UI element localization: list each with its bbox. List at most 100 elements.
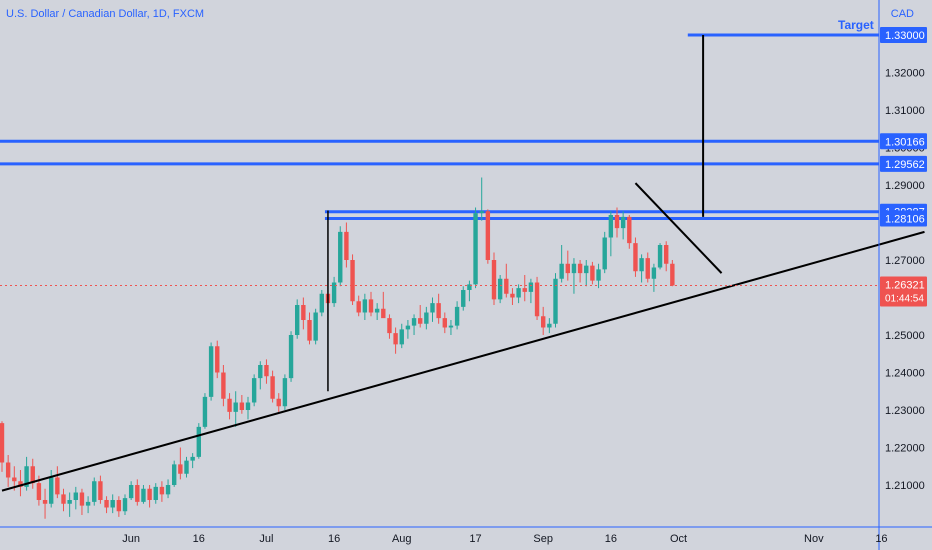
candle-body <box>258 365 263 379</box>
candle-body <box>135 485 140 502</box>
y-tick-label: 1.24000 <box>885 368 925 380</box>
candle-body <box>239 402 245 410</box>
level-price-tag <box>880 155 927 172</box>
x-tick-label: Nov <box>804 533 824 545</box>
candle-body <box>374 308 380 313</box>
candle-body <box>36 483 42 500</box>
candle-body <box>30 466 35 484</box>
candle-body <box>5 462 11 478</box>
candle-body <box>18 481 23 487</box>
descending-resistance-line <box>634 182 723 274</box>
candle-body <box>61 494 66 504</box>
countdown-value: 01:44:54 <box>885 293 924 304</box>
candle-body <box>571 263 577 274</box>
candle-body <box>424 312 429 324</box>
candle-body <box>645 258 650 279</box>
candle-body <box>221 372 226 399</box>
candle-body <box>461 290 466 307</box>
candle-body <box>141 488 146 502</box>
trend-lines <box>1 35 925 492</box>
candle-body <box>448 325 454 328</box>
candle-body <box>307 320 312 341</box>
candle-body <box>430 303 435 313</box>
candle-body <box>331 282 337 304</box>
level-price-tag-text: 1.28106 <box>885 214 925 226</box>
candle-body <box>454 306 460 326</box>
ascending-support-line <box>1 230 925 492</box>
level-price-tag <box>880 133 927 150</box>
candle-body <box>104 500 109 508</box>
candle-body <box>657 245 663 268</box>
candle-body <box>473 213 478 285</box>
candle-body <box>245 402 251 410</box>
current-price-tag <box>880 276 927 307</box>
x-tick-label: 16 <box>328 533 340 545</box>
candle-body <box>110 500 115 508</box>
candle-body <box>596 269 601 281</box>
candle-body <box>264 365 269 377</box>
y-tick-label: 1.22000 <box>885 443 925 455</box>
candle-body <box>215 346 220 373</box>
level-price-tag <box>880 210 927 227</box>
candle-body <box>24 466 29 487</box>
candle-body <box>270 376 275 399</box>
candle-body <box>49 477 54 504</box>
candle-body <box>510 293 515 298</box>
level-price-tag-text: 1.29562 <box>885 159 925 171</box>
horizontal-levels <box>0 33 879 221</box>
candle-body <box>295 305 300 335</box>
candle-body <box>128 485 134 499</box>
candle-body <box>516 288 521 298</box>
candle-body <box>313 312 318 341</box>
candle-body <box>393 333 398 345</box>
candle-body <box>172 464 177 485</box>
candle-body <box>479 211 484 214</box>
candle-body <box>368 299 374 313</box>
y-tick-label: 1.29000 <box>885 180 925 192</box>
candle-body <box>553 278 558 324</box>
candle-body <box>418 318 423 324</box>
x-tick-label: Oct <box>670 533 687 545</box>
x-tick-label: 16 <box>193 533 205 545</box>
candle-body <box>620 216 626 229</box>
y-tick-label: 1.31000 <box>885 105 925 117</box>
candle-body <box>577 263 583 274</box>
candle-body <box>42 500 48 504</box>
candle-body <box>627 216 632 244</box>
candle-body <box>116 500 122 512</box>
candle-body <box>639 258 644 272</box>
candle-body <box>227 398 232 412</box>
candle-body <box>362 299 368 313</box>
candle-body <box>251 378 257 403</box>
x-tick-label: Sep <box>533 533 553 545</box>
candle-body <box>301 305 306 320</box>
level-price-tag-text: 1.30166 <box>885 136 925 148</box>
candle-body <box>233 402 238 412</box>
level-price-tag <box>880 27 927 43</box>
candle-body <box>0 423 5 463</box>
x-tick-label: 16 <box>605 533 617 545</box>
candle-body <box>165 485 171 495</box>
candle-body <box>399 329 404 345</box>
candle-body <box>614 215 620 229</box>
candle-body <box>73 492 78 500</box>
candle-body <box>184 460 189 474</box>
candle-body <box>356 301 361 313</box>
candle-body <box>159 486 165 495</box>
candle-body <box>202 396 208 427</box>
candle-body <box>670 263 675 286</box>
candle-body <box>98 481 103 500</box>
level-price-tag-text: 1.33000 <box>885 30 925 42</box>
candle-body <box>436 303 441 319</box>
candle-body <box>590 265 595 281</box>
candle-body <box>405 325 411 330</box>
candle-body <box>338 231 343 283</box>
candle-body <box>55 477 60 495</box>
candle-body <box>350 260 355 302</box>
candle-body <box>276 398 281 407</box>
x-tick-label: 16 <box>875 533 887 545</box>
candle-body <box>147 488 152 500</box>
